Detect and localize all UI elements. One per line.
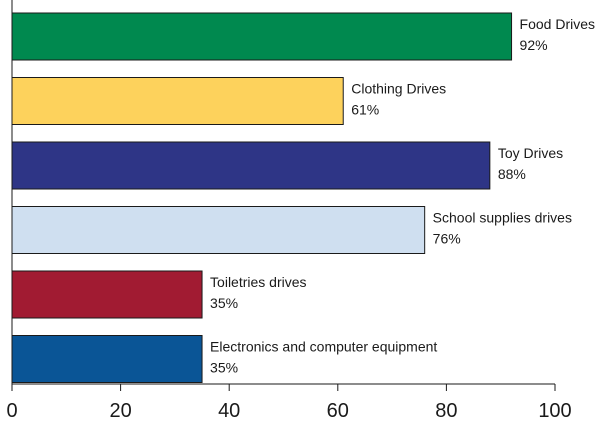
bar-clothing-drives: [11, 77, 344, 125]
category-label-clothing-drives: Clothing Drives: [351, 81, 446, 97]
x-tick-label-100: 100: [538, 400, 571, 422]
bar-labels-group: Food Drives 92% Clothing Drives 61% Toy Driv…: [210, 16, 595, 376]
x-tick-label-80: 80: [435, 400, 457, 422]
bar-food-drives: [11, 12, 513, 61]
category-label-food-drives: Food Drives: [520, 16, 595, 32]
category-label-toy-drives: Toy Drives: [498, 145, 563, 161]
x-tick-label-60: 60: [327, 400, 349, 422]
value-label-clothing-drives: 61%: [351, 102, 379, 118]
bar-toy-drives: [11, 141, 491, 190]
value-label-school-supplies-drives: 76%: [433, 231, 461, 247]
bar-school-supplies-drives: [11, 206, 426, 254]
bar-toiletries-drives: [11, 270, 203, 319]
x-axis: 0 20 40 60 80 100: [6, 0, 572, 422]
category-label-electronics-and-computer-equipment: Electronics and computer equipment: [210, 339, 437, 355]
bars-group: [11, 12, 513, 383]
category-label-school-supplies-drives: School supplies drives: [433, 210, 572, 226]
value-label-toiletries-drives: 35%: [210, 295, 238, 311]
value-label-electronics-and-computer-equipment: 35%: [210, 360, 238, 376]
value-label-toy-drives: 88%: [498, 166, 526, 182]
category-label-toiletries-drives: Toiletries drives: [210, 274, 306, 290]
bar-electronics-and-computer-equipment: [11, 335, 203, 383]
x-tick-label-0: 0: [6, 400, 17, 422]
x-tick-label-20: 20: [109, 400, 131, 422]
value-label-food-drives: 92%: [520, 37, 548, 53]
x-tick-label-40: 40: [218, 400, 240, 422]
